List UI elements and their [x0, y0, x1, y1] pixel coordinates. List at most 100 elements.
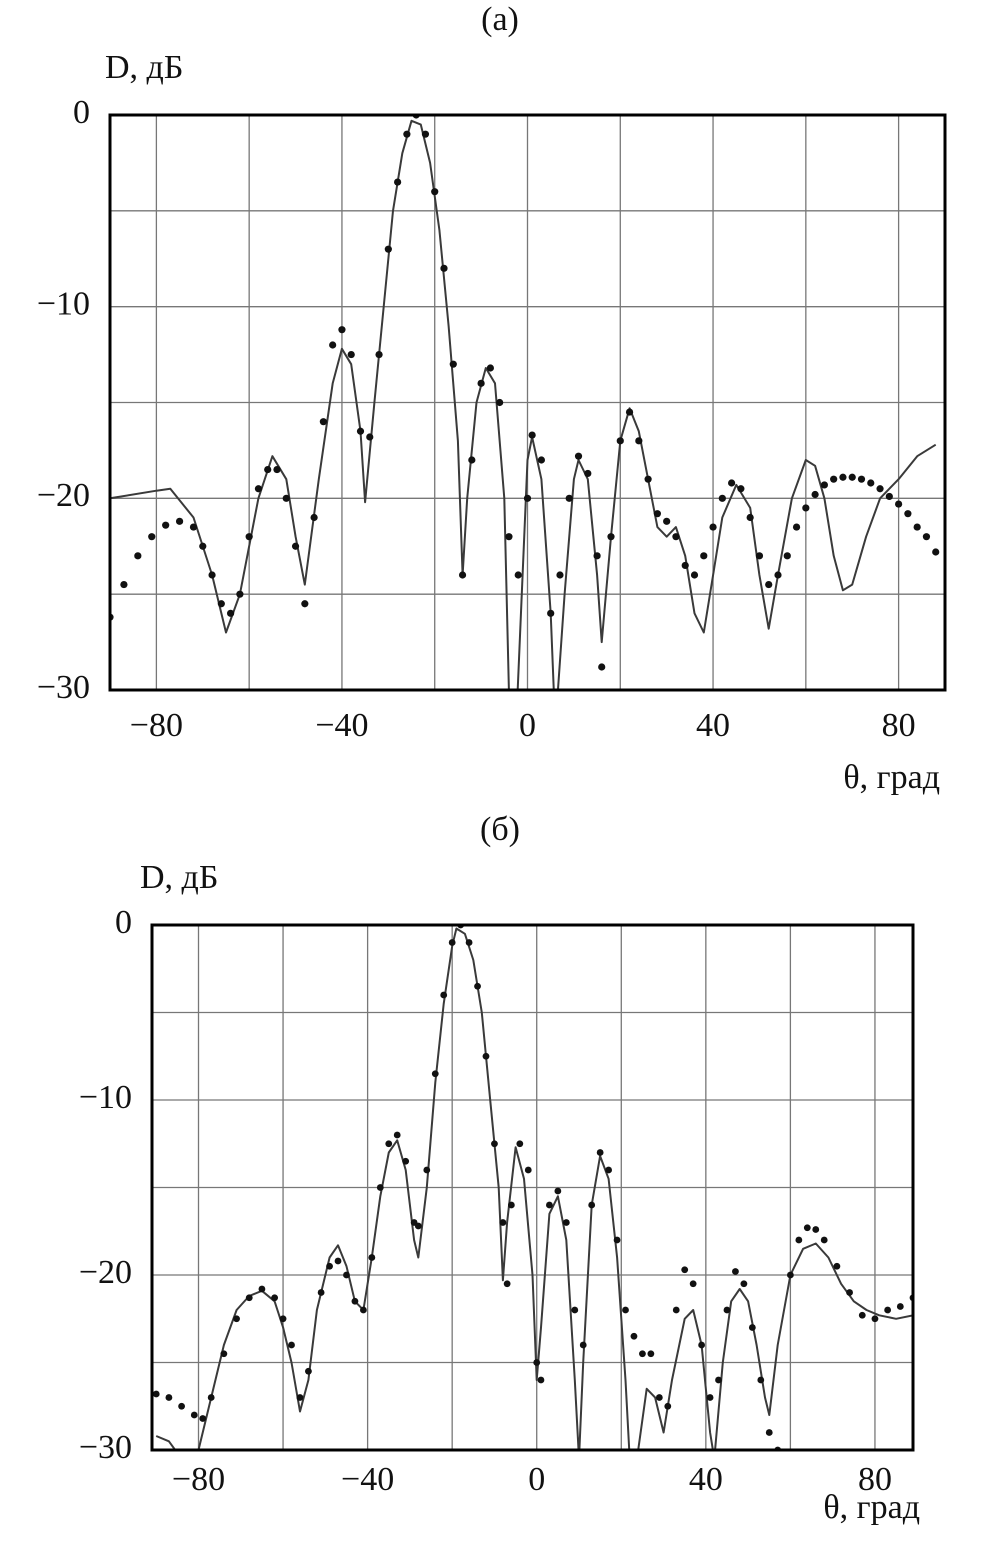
- data-point: [217, 600, 225, 608]
- data-point: [792, 523, 801, 531]
- data-point: [811, 490, 819, 499]
- data-point: [162, 521, 170, 529]
- x-tick-label: −80: [130, 707, 183, 744]
- data-point: [264, 465, 272, 474]
- data-point: [178, 1402, 185, 1410]
- data-point: [653, 510, 661, 518]
- data-point: [746, 513, 754, 522]
- data-point: [440, 264, 448, 272]
- data-point: [755, 552, 764, 560]
- data-point: [431, 188, 439, 196]
- data-point: [588, 1201, 596, 1209]
- data-point: [689, 1280, 697, 1288]
- data-point: [356, 427, 365, 435]
- data-point: [291, 542, 300, 550]
- data-point: [795, 1236, 803, 1244]
- data-point: [347, 350, 355, 359]
- data-point: [876, 485, 884, 493]
- data-point: [319, 418, 327, 426]
- data-point: [630, 1332, 638, 1340]
- data-point: [301, 600, 309, 608]
- y-axis-label: D, дБ: [140, 859, 218, 896]
- chart: (б) D, дБ θ, град −80 −40 0 40 80 0 −10 −20 −30: [79, 811, 920, 1526]
- y-tick-label: 0: [73, 94, 90, 131]
- data-point: [537, 456, 546, 464]
- data-point: [613, 1236, 621, 1244]
- data-point: [913, 523, 921, 531]
- data-point: [698, 1341, 706, 1349]
- data-point: [858, 1311, 866, 1319]
- data-point: [715, 1376, 722, 1384]
- data-point: [317, 1289, 325, 1296]
- data-point: [477, 379, 485, 387]
- data-point: [233, 1315, 240, 1323]
- x-tick-label: 0: [528, 1461, 545, 1498]
- data-point: [571, 1306, 579, 1314]
- data-point: [533, 1359, 541, 1366]
- data-point: [227, 609, 235, 617]
- x-tick-label: 80: [882, 707, 916, 744]
- data-point: [305, 1367, 312, 1375]
- data-point: [366, 433, 374, 441]
- data-point: [421, 130, 430, 138]
- data-point: [403, 130, 411, 138]
- data-point: [740, 1280, 748, 1288]
- data-point: [505, 533, 513, 541]
- data-point: [732, 1268, 739, 1275]
- data-point: [503, 1280, 511, 1288]
- data-point: [310, 513, 318, 522]
- data-point: [282, 494, 290, 502]
- data-point: [565, 494, 573, 502]
- x-axis-label: θ, град: [843, 759, 940, 796]
- data-point: [833, 1262, 841, 1270]
- data-point: [765, 1429, 773, 1436]
- data-point: [820, 481, 828, 489]
- data-point: [639, 1350, 646, 1358]
- data-point: [491, 1140, 498, 1148]
- y-tick-label: −30: [79, 1429, 132, 1466]
- data-point: [199, 1415, 207, 1422]
- y-tick-label: −30: [37, 669, 90, 706]
- plot-area: [152, 925, 913, 1450]
- data-point: [786, 1271, 794, 1279]
- data-point: [468, 456, 476, 464]
- data-point: [884, 1306, 892, 1314]
- data-point: [423, 1166, 431, 1174]
- data-point: [343, 1271, 350, 1279]
- data-point: [402, 1157, 410, 1165]
- data-point: [351, 1297, 359, 1305]
- data-point: [385, 1140, 393, 1148]
- data-point: [326, 1262, 333, 1270]
- data-point: [904, 510, 912, 518]
- data-point: [440, 991, 448, 999]
- data-point: [448, 939, 456, 946]
- x-tick-label: 80: [858, 1461, 892, 1498]
- data-point: [499, 1219, 507, 1226]
- data-point: [802, 504, 810, 512]
- data-point: [896, 1303, 904, 1310]
- data-point: [783, 552, 791, 560]
- x-tick-label: −40: [341, 1461, 394, 1498]
- data-point: [605, 1166, 612, 1174]
- data-point: [871, 1315, 879, 1323]
- x-tick-label: 40: [689, 1461, 723, 1498]
- data-point: [134, 552, 142, 560]
- y-tick-label: −10: [37, 285, 90, 322]
- data-point: [728, 479, 736, 487]
- data-point: [175, 517, 184, 525]
- plot-frame: [150, 923, 915, 1452]
- data-point: [562, 1219, 570, 1226]
- data-point: [414, 1222, 422, 1230]
- data-point: [474, 982, 481, 990]
- data-point: [375, 350, 383, 359]
- data-point: [394, 178, 402, 186]
- data-point: [458, 571, 467, 579]
- data-point: [449, 360, 457, 368]
- data-point: [120, 580, 128, 589]
- data-point: [220, 1350, 228, 1358]
- data-point: [288, 1341, 295, 1349]
- y-tick-label: 0: [115, 904, 132, 941]
- data-point: [596, 1149, 604, 1156]
- data-point: [579, 1341, 587, 1349]
